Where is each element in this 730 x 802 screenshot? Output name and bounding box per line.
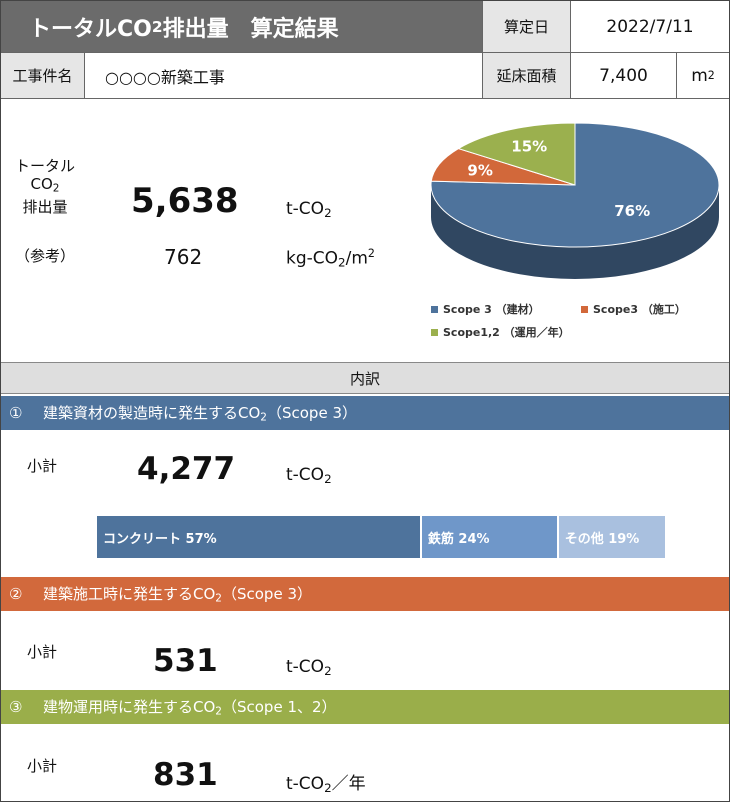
section-title: 建物運用時に発生するCO2（Scope 1、2） xyxy=(43,696,337,718)
pie-slice-2 xyxy=(457,122,576,186)
total-label-line1: トータル xyxy=(14,157,75,175)
section-title-sub: 2 xyxy=(215,705,222,718)
per-area-unit: kg-CO2/m2 xyxy=(286,247,375,270)
section-title-b: （Scope 3） xyxy=(266,404,357,423)
subtotal-label: 小計 xyxy=(27,457,58,475)
total-label-sub: 2 xyxy=(52,182,60,195)
section-header-construction: ② 建築施工時に発生するCO2（Scope 3） xyxy=(1,577,729,611)
legend-item-scope3-materials: Scope 3 （建材） xyxy=(431,301,540,317)
subtotal-unit-materials: t-CO2 xyxy=(286,465,332,486)
legend-label-materials: Scope 3 （建材） xyxy=(443,303,540,316)
total-label-line2: CO2 xyxy=(7,175,83,198)
subtotal-value-construction: 531 xyxy=(153,643,218,679)
total-emission-value: 5,638 xyxy=(131,181,239,221)
bar-segment-other: その他 19% xyxy=(558,516,667,558)
section-title-sub: 2 xyxy=(215,592,222,605)
pie-data-label-1: 9% xyxy=(467,161,492,179)
breakdown-heading: 内訳 xyxy=(1,362,729,394)
sheet-title: トータルCO 2 排出量 算定結果 xyxy=(1,1,483,53)
per-area-unit-a: kg-CO xyxy=(286,248,339,269)
calc-date-label: 算定日 xyxy=(483,1,571,53)
subtotal-value-operation: 831 xyxy=(153,757,218,793)
section-title-a: 建築資材の製造時に発生するCO xyxy=(43,404,261,423)
total-emission-unit: t-CO2 xyxy=(286,199,332,220)
floor-area-unit-sup: 2 xyxy=(707,69,715,82)
unit-b: ／年 xyxy=(331,774,366,794)
legend-label-operation: Scope1,2 （運用／年） xyxy=(443,326,570,339)
section-title: 建築施工時に発生するCO2（Scope 3） xyxy=(43,583,312,605)
subtotal-label: 小計 xyxy=(27,643,58,661)
section-title-b: （Scope 3） xyxy=(221,585,312,604)
subtotal-unit-operation: t-CO2／年 xyxy=(286,769,366,795)
legend-item-scope12-operation: Scope1,2 （運用／年） xyxy=(431,324,570,340)
pie-data-label-0: 76% xyxy=(614,202,650,220)
unit-sub: 2 xyxy=(324,663,332,678)
per-area-unit-sup: 2 xyxy=(367,247,375,260)
floor-area-label: 延床面積 xyxy=(483,53,571,99)
title-prefix: トータルCO xyxy=(29,16,152,42)
per-area-unit-b: /m xyxy=(345,248,368,269)
bar-segment-concrete: コンクリート 57% xyxy=(97,516,422,558)
section-title-b: （Scope 1、2） xyxy=(221,698,337,717)
legend-label-construction: Scope3 （施工） xyxy=(593,303,686,316)
section-number: ① xyxy=(9,404,23,422)
subtotal-unit-construction: t-CO2 xyxy=(286,657,332,678)
section-header-materials: ① 建築資材の製造時に発生するCO2（Scope 3） xyxy=(1,396,729,430)
total-label-line3: 排出量 xyxy=(22,197,68,216)
project-name: ○○○○新築工事 xyxy=(85,53,483,99)
pie-slice-0 xyxy=(430,122,720,248)
floor-area-value: 7,400 xyxy=(571,53,677,99)
legend-item-scope3-construction: Scope3 （施工） xyxy=(581,301,686,317)
reference-label: （参考） xyxy=(15,247,76,265)
legend-swatch-operation xyxy=(431,328,438,336)
legend-swatch-construction xyxy=(581,305,588,313)
subtotal-value-materials: 4,277 xyxy=(137,451,236,487)
section-number: ③ xyxy=(9,698,23,716)
unit-a: t-CO xyxy=(286,465,325,485)
subtotal-label: 小計 xyxy=(27,757,58,775)
bar-segment-rebar: 鉄筋 24% xyxy=(421,516,559,558)
unit-sub: 2 xyxy=(324,471,332,486)
pie-data-label-2: 15% xyxy=(511,137,547,155)
section-header-operation: ③ 建物運用時に発生するCO2（Scope 1、2） xyxy=(1,690,729,724)
title-suffix: 排出量 算定結果 xyxy=(162,16,339,42)
pie-slice-1 xyxy=(430,148,576,186)
unit-a: t-CO xyxy=(286,657,325,677)
total-label: トータル CO2 排出量 xyxy=(7,157,83,216)
project-label: 工事件名 xyxy=(1,53,85,99)
materials-share-bar: コンクリート 57% 鉄筋 24% その他 19% xyxy=(97,516,667,558)
floor-area-unit-base: m xyxy=(691,65,708,86)
total-unit-base: t-CO xyxy=(286,199,325,219)
unit-sub: 2 xyxy=(324,780,332,795)
pie-side-0 xyxy=(431,185,719,279)
legend-swatch-materials xyxy=(431,305,438,313)
total-label-co: CO xyxy=(30,175,53,193)
per-area-value: 762 xyxy=(164,245,203,269)
total-unit-sub: 2 xyxy=(324,205,332,220)
section-title: 建築資材の製造時に発生するCO2（Scope 3） xyxy=(43,402,357,424)
per-area-unit-sub: 2 xyxy=(338,255,346,270)
scope-share-pie-chart: 76% 9% 15% xyxy=(430,122,720,279)
section-number: ② xyxy=(9,585,23,603)
title-sub: 2 xyxy=(151,17,163,36)
section-title-sub: 2 xyxy=(260,411,267,424)
section-title-a: 建築施工時に発生するCO xyxy=(43,585,216,604)
unit-a: t-CO xyxy=(286,774,325,794)
calc-date-value: 2022/7/11 xyxy=(571,1,729,53)
section-title-a: 建物運用時に発生するCO xyxy=(43,698,216,717)
